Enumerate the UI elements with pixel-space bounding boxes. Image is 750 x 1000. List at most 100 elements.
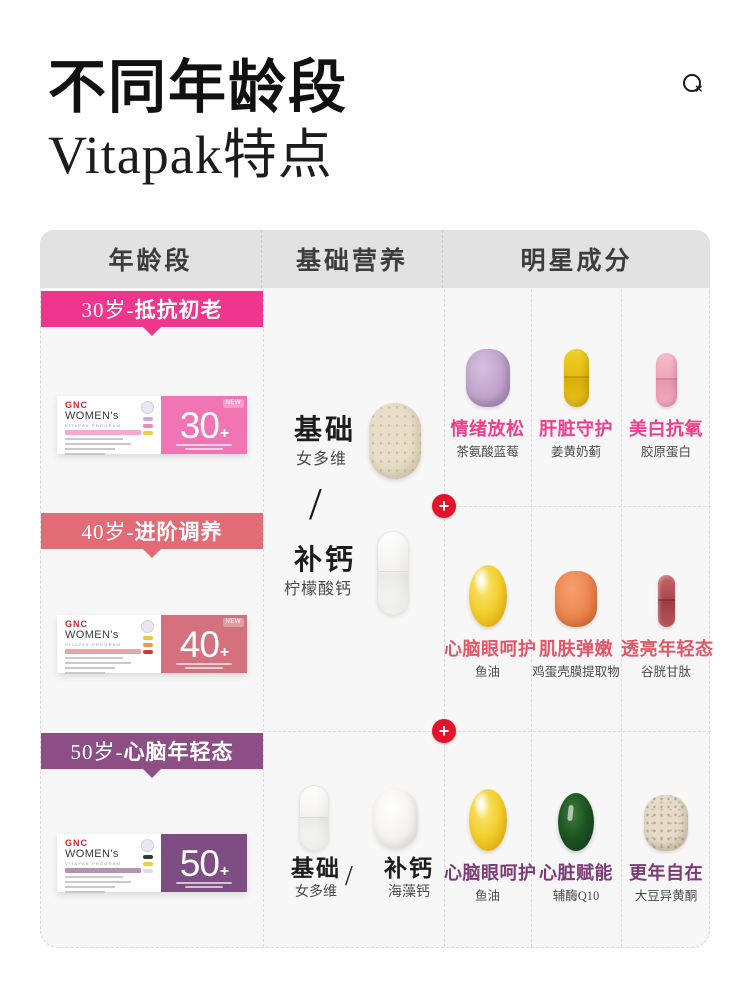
product-program: VITAPAK PROGRAM [65,641,122,647]
base-item-subtitle: 海藻钙 [388,885,430,900]
star-title: 透亮年轻态 [621,639,714,659]
star-title: 心脑眼呵护 [444,863,537,883]
feature-line [65,657,123,660]
base-item-title: 补钙 [384,856,434,881]
pill-swatch [142,643,153,647]
yellow-capsule-icon [563,349,589,407]
magnifier-x-mark: × [695,81,703,96]
feature-line [65,891,105,894]
pill-swatch [142,636,153,640]
pill-swatch [142,862,153,866]
beige-oval-tablet-icon [369,403,421,479]
banner-title: 进阶调养 [134,520,223,544]
feature-line [65,662,131,665]
pill-swatches [141,401,154,435]
age-banner-50: 50岁- 心脑年轻态 [41,733,263,778]
lilac-tablet-icon [465,349,510,407]
pill-swatch [142,417,153,421]
pill-image-wrap [621,561,711,627]
feature-line [65,886,115,889]
star-ingredient-cell: 更年自在 大豆异黄酮 [621,785,711,903]
orange-tablet-icon [555,571,597,627]
pill-image-wrap [531,785,621,851]
product-age-panel: 50 + [161,834,247,892]
base-item-title: 基础 [294,415,357,446]
product-box-front: GNC WOMEN's VITAPAK PROGRAM [57,834,161,894]
brand-logo: GNC [65,400,88,410]
feature-line [65,448,115,451]
row-divider [263,731,711,732]
maroon-capsule-icon [657,575,675,627]
product-program: VITAPAK PROGRAM [65,860,122,866]
white-capsule-icon [377,531,409,615]
brand-logo: GNC [65,619,88,629]
pill-swatches [141,620,154,654]
base-item-subtitle: 女多维 [296,451,348,468]
panel-text-line [185,448,223,450]
label-strip [65,649,141,655]
star-title: 肝脏守护 [539,419,613,439]
yellow-softgel-icon [468,565,507,627]
white-capsule-icon [299,785,329,851]
product-age-panel: 30 + NEW [161,396,247,454]
base-item-subtitle: 女多维 [295,885,337,900]
product-program: VITAPAK PROGRAM [65,422,122,428]
feature-line [65,881,131,884]
green-softgel-icon [558,793,594,851]
pill-image-wrap [531,561,621,627]
new-badge: NEW [222,618,244,628]
pill-swatch [142,424,153,428]
base-item-title: 基础 [291,856,341,881]
sub-column-divider [621,289,622,947]
column-header-age-group: 年龄段 [40,230,262,288]
magnifier-lens [683,74,701,92]
age-number: 30 [179,404,220,446]
product-box-40: GNC WOMEN's VITAPAK PROGRAM 40 + NEW [57,615,247,675]
white-oval-tablet-icon [374,789,418,849]
plus-circle-icon: + [432,719,456,743]
column-header-base-nutrition: 基础营养 [262,230,443,288]
table-header: 年龄段 基础营养 明星成分 [40,230,710,288]
magnifier-x-icon[interactable]: × [683,74,709,102]
star-title: 肌肤弹嫩 [539,639,613,659]
age-plus: + [219,644,230,661]
feature-line [65,667,115,670]
round-badge [141,401,154,414]
feature-line [65,672,105,675]
star-title: 美白抗氧 [629,419,703,439]
banner-title: 抵抗初老 [134,298,223,322]
star-title: 心脏赋能 [539,863,613,883]
age-plus: + [219,863,230,880]
feature-line [65,876,123,879]
banner-prefix: 40岁- [81,520,135,544]
star-subtitle: 鱼油 [474,889,500,903]
panel-text-line [185,667,223,669]
age-plus: + [219,425,230,442]
feature-line [65,453,105,456]
column-header-star-ingredients: 明星成分 [520,248,633,275]
product-line: WOMEN's [65,410,119,422]
column-divider [263,289,264,947]
product-box-front: GNC WOMEN's VITAPAK PROGRAM [57,615,161,675]
new-badge: NEW [222,399,244,409]
star-ingredient-cell: 美白抗氧 胶原蛋白 [621,341,711,459]
star-title: 更年自在 [629,863,703,883]
star-ingredient-cell: 透亮年轻态 谷胱甘肽 [621,561,714,679]
star-subtitle: 谷胱甘肽 [640,665,691,679]
age-banner-30: 30岁- 抵抗初老 [41,291,263,336]
slash-divider: / [345,861,353,892]
product-box-30: GNC WOMEN's VITAPAK PROGRAM 30 + NEW [57,396,247,456]
pill-swatch [142,869,153,873]
star-subtitle: 鸡蛋壳膜提取物 [532,665,620,679]
pill-swatch [142,855,153,859]
star-ingredient-cell: 心脏赋能 辅酶Q10 [531,785,621,903]
base-item-subtitle: 柠檬酸钙 [284,581,353,598]
star-title: 心脑眼呵护 [444,639,537,659]
panel-text-line [185,886,223,888]
product-line: WOMEN's [65,629,119,641]
star-subtitle: 胶原蛋白 [640,445,691,459]
star-ingredient-cell: 心脑眼呵护 鱼油 [444,561,537,679]
star-title: 情绪放松 [450,419,525,439]
panel-text-line [176,882,232,884]
